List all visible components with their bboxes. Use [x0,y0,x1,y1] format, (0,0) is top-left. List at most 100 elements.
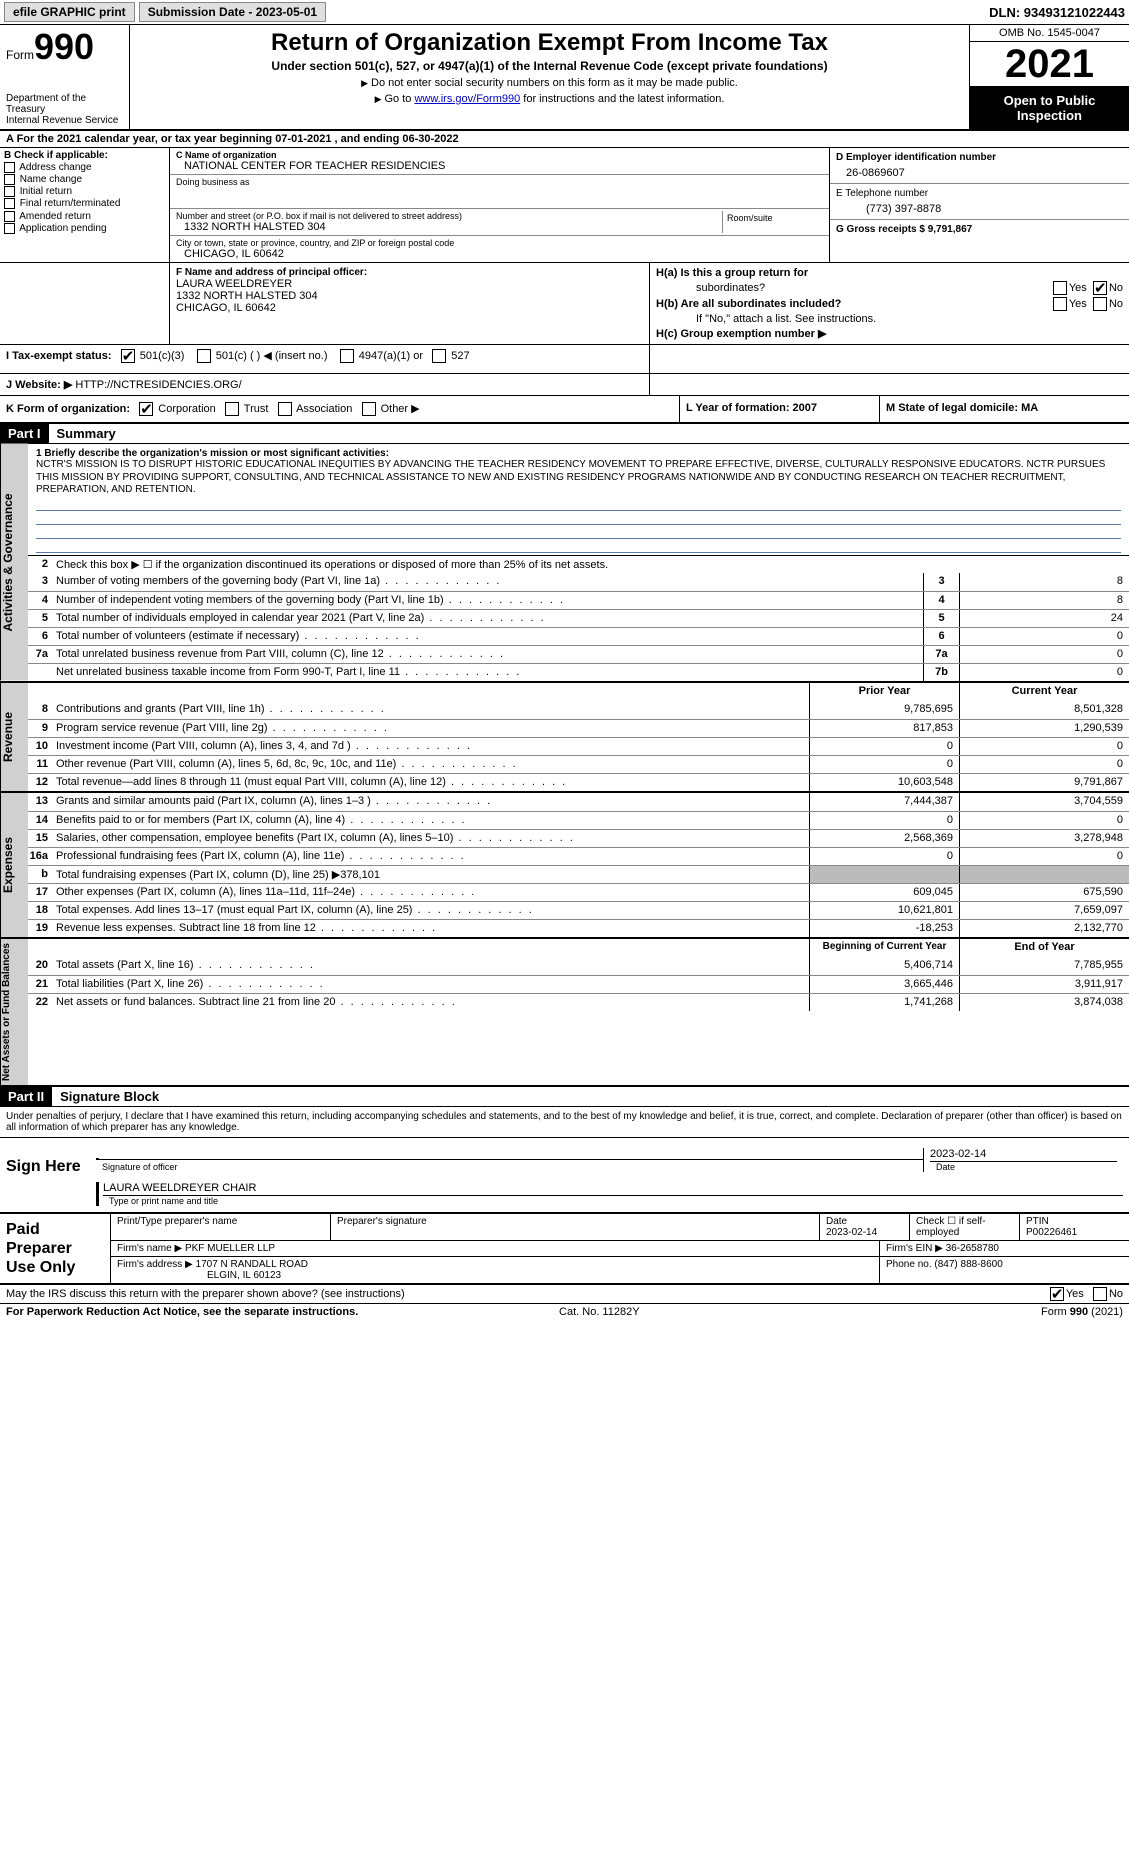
section-deg: D Employer identification number 26-0869… [829,148,1129,262]
ha-label: H(a) Is this a group return for [656,267,808,279]
no-label: No [1109,282,1123,294]
form-title: Return of Organization Exempt From Incom… [138,29,961,57]
hdr-prior: Prior Year [809,683,959,701]
org-name: NATIONAL CENTER FOR TEACHER RESIDENCIES [176,160,823,172]
yes-label: Yes [1069,298,1087,310]
officer-group-block: F Name and address of principal officer:… [0,263,1129,345]
ha-sub: subordinates? [656,282,765,294]
rev-section: Revenue Prior Year Current Year 8Contrib… [0,683,1129,793]
hc-label: H(c) Group exemption number ▶ [656,327,826,340]
sig-date-value: 2023-02-14 [930,1148,1117,1160]
irs-label: Internal Revenue Service [6,115,123,126]
cb-hb-no[interactable] [1093,297,1107,311]
firm-phone: (847) 888-8600 [934,1259,1002,1270]
b-item: Initial return [20,186,72,197]
f-label: F Name and address of principal officer: [176,267,643,278]
k-label: K Form of organization: [6,403,130,415]
cb-address-change[interactable] [4,162,15,173]
cb-initial-return[interactable] [4,186,15,197]
part2-label: Part II [0,1087,52,1106]
table-row: 3Number of voting members of the governi… [28,573,1129,591]
prep-sig-label: Preparer's signature [330,1214,819,1240]
cb-final-return[interactable] [4,198,15,209]
mission-text: NCTR'S MISSION IS TO DISRUPT HISTORIC ED… [36,459,1121,497]
firm-addr1: 1707 N RANDALL ROAD [196,1259,308,1270]
cb-501c3[interactable] [121,349,135,363]
b-item: Final return/terminated [20,199,121,210]
side-gov: Activities & Governance [0,444,28,681]
b-label: B Check if applicable: [4,150,165,161]
row-a-period: A For the 2021 calendar year, or tax yea… [0,131,1129,148]
exp-section: Expenses 13Grants and similar amounts pa… [0,793,1129,939]
prep-date-label: Date [826,1216,847,1227]
row-klm: K Form of organization: Corporation Trus… [0,396,1129,424]
ptin-value: P00226461 [1026,1227,1077,1238]
cb-assoc[interactable] [278,402,292,416]
prep-date-value: 2023-02-14 [826,1227,877,1238]
no-label: No [1109,1288,1123,1300]
tax-year: 2021 [970,42,1129,87]
k-opt: Other ▶ [381,403,420,415]
table-row: Net unrelated business taxable income fr… [28,663,1129,681]
cb-ha-yes[interactable] [1053,281,1067,295]
table-row: 11Other revenue (Part VIII, column (A), … [28,755,1129,773]
firm-ein-label: Firm's EIN ▶ [886,1243,943,1254]
cb-discuss-no[interactable] [1093,1287,1107,1301]
b-item: Application pending [19,223,106,234]
street-label: Number and street (or P.O. box if mail i… [176,211,722,221]
hdr-curr: Current Year [959,683,1129,701]
sig-date-label: Date [936,1162,1117,1172]
page-footer: For Paperwork Reduction Act Notice, see … [0,1304,1129,1320]
table-row: 9Program service revenue (Part VIII, lin… [28,719,1129,737]
j-label: J Website: ▶ [6,379,72,391]
cb-ha-no[interactable] [1093,281,1107,295]
table-row: 7aTotal unrelated business revenue from … [28,645,1129,663]
sign-here-label: Sign Here [0,1138,90,1212]
i-label: I Tax-exempt status: [6,350,112,362]
efile-button[interactable]: efile GRAPHIC print [4,2,135,22]
cb-527[interactable] [432,349,446,363]
yes-label: Yes [1069,282,1087,294]
hb-label: H(b) Are all subordinates included? [656,298,841,310]
side-net: Net Assets or Fund Balances [0,939,28,1085]
no-label: No [1109,298,1123,310]
gov-section: Activities & Governance 1 Briefly descri… [0,444,1129,683]
firm-name-label: Firm's name ▶ [117,1243,182,1254]
form-label: Form [6,48,34,62]
cb-other[interactable] [362,402,376,416]
table-row: 14Benefits paid to or for members (Part … [28,811,1129,829]
top-bar: efile GRAPHIC print Submission Date - 20… [0,0,1129,25]
cb-amended[interactable] [4,211,15,222]
q2-text: Check this box ▶ ☐ if the organization d… [52,556,1129,573]
phone-value: (773) 397-8878 [836,203,1123,215]
dept-treasury: Department of the Treasury [6,93,123,115]
side-rev: Revenue [0,683,28,791]
ein-label: D Employer identification number [836,152,1123,163]
hdr-end: End of Year [959,939,1129,957]
cb-discuss-yes[interactable] [1050,1287,1064,1301]
open-to-public: Open to Public Inspection [970,87,1129,129]
cb-hb-yes[interactable] [1053,297,1067,311]
table-row: 20Total assets (Part X, line 16)5,406,71… [28,957,1129,975]
cb-501c[interactable] [197,349,211,363]
k-opt: Association [296,403,352,415]
section-c: C Name of organization NATIONAL CENTER F… [170,148,829,262]
part1-label: Part I [0,424,49,443]
firm-addr2: ELGIN, IL 60123 [117,1270,281,1281]
k-opt: Trust [244,403,269,415]
preparer-block: Paid Preparer Use Only Print/Type prepar… [0,1214,1129,1286]
cb-4947[interactable] [340,349,354,363]
sig-intro: Under penalties of perjury, I declare th… [0,1107,1129,1138]
firm-addr-label: Firm's address ▶ [117,1259,193,1270]
cb-app-pending[interactable] [4,223,15,234]
part1-title: Summary [49,424,124,443]
cb-corp[interactable] [139,402,153,416]
officer-addr2: CHICAGO, IL 60642 [176,302,643,314]
cb-trust[interactable] [225,402,239,416]
side-exp: Expenses [0,793,28,937]
paperwork-notice: For Paperwork Reduction Act Notice, see … [6,1306,358,1318]
footer-form-pre: Form [1041,1306,1070,1318]
net-section: Net Assets or Fund Balances Beginning of… [0,939,1129,1087]
cb-name-change[interactable] [4,174,15,185]
form990-link[interactable]: www.irs.gov/Form990 [414,93,520,105]
